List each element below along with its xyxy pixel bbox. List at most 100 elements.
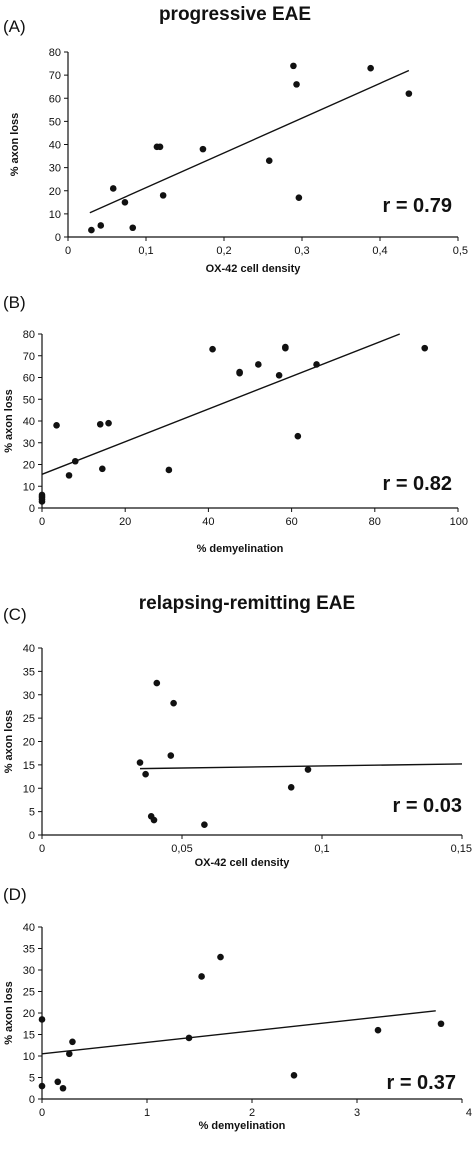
- correlation-label: r = 0.79: [382, 195, 452, 217]
- y-tick-label: 35: [23, 666, 35, 678]
- data-point: [287, 784, 295, 791]
- y-tick-label: 60: [49, 93, 61, 105]
- x-tick-label: 80: [369, 516, 381, 528]
- x-tick-label: 0,2: [216, 245, 231, 257]
- x-tick-label: 100: [450, 516, 468, 528]
- data-point: [153, 679, 161, 687]
- data-point: [96, 420, 104, 428]
- y-axis-label: % axon loss: [3, 981, 15, 1045]
- data-point: [255, 361, 262, 368]
- data-point: [185, 1034, 193, 1042]
- x-tick-label: 0: [39, 843, 45, 855]
- y-tick-label: 80: [23, 329, 35, 341]
- y-tick-label: 70: [23, 351, 35, 363]
- regression-line: [41, 1010, 436, 1055]
- correlation-label: r = 0.03: [392, 795, 462, 817]
- y-tick-label: 5: [29, 807, 35, 819]
- panel-label: (B): [3, 293, 26, 312]
- y-tick-label: 40: [23, 643, 35, 655]
- data-point: [421, 344, 429, 352]
- y-tick-label: 70: [49, 70, 61, 82]
- y-tick-label: 60: [23, 373, 35, 385]
- y-tick-label: 30: [23, 438, 35, 450]
- y-axis-label: % axon loss: [3, 710, 15, 774]
- data-point: [170, 699, 177, 707]
- data-point: [304, 766, 312, 773]
- y-tick-label: 10: [23, 783, 35, 795]
- x-tick-label: 0,15: [451, 843, 472, 855]
- x-tick-label: 0,05: [171, 843, 192, 855]
- x-axis-label: OX-42 cell density: [195, 857, 291, 869]
- x-tick-label: 0,3: [294, 245, 309, 257]
- correlation-label: r = 0.82: [382, 473, 452, 495]
- data-point: [167, 752, 175, 759]
- data-point: [59, 1084, 67, 1092]
- y-axis-label: % axon loss: [9, 113, 21, 177]
- data-point: [165, 466, 173, 474]
- x-tick-label: 0,1: [314, 843, 329, 855]
- x-tick-label: 40: [202, 516, 214, 528]
- x-axis-label: % demyelination: [199, 1120, 286, 1132]
- data-point: [71, 457, 79, 465]
- y-tick-label: 0: [29, 830, 35, 842]
- x-tick-label: 20: [119, 516, 131, 528]
- data-point: [293, 81, 300, 88]
- x-tick-label: 60: [285, 516, 297, 528]
- data-point: [294, 432, 302, 440]
- y-tick-label: 10: [49, 209, 61, 221]
- x-axis-label: OX-42 cell density: [206, 263, 302, 275]
- data-point: [136, 759, 144, 766]
- data-point: [367, 64, 374, 72]
- y-tick-label: 50: [23, 394, 35, 406]
- x-tick-label: 0: [39, 516, 45, 528]
- data-point: [69, 1038, 76, 1046]
- data-point: [282, 344, 289, 352]
- chart-panel-c: (C) 0 5 10 15 20 25 30 35 40 0 0,05 0,1 0,15 OX-42 cel…: [3, 605, 472, 869]
- x-tick-label: 0: [65, 245, 71, 257]
- y-tick-label: 0: [55, 232, 61, 244]
- y-tick-label: 30: [23, 690, 35, 702]
- data-point: [142, 770, 149, 778]
- data-point: [209, 345, 216, 353]
- data-point: [290, 62, 297, 70]
- y-tick-label: 15: [23, 760, 35, 772]
- chart-panel-d: (D) 0 5 10 15 20 25 30 35 40 0 1 2 3 4 % demyelination%…: [3, 885, 472, 1132]
- y-tick-label: 20: [23, 737, 35, 749]
- regression-line: [41, 333, 401, 475]
- data-point: [38, 1082, 46, 1090]
- data-point: [201, 821, 208, 829]
- y-tick-label: 0: [29, 1094, 35, 1106]
- data-point: [66, 1050, 73, 1058]
- data-point: [109, 185, 117, 192]
- x-tick-label: 0,1: [138, 245, 153, 257]
- data-point: [290, 1072, 298, 1079]
- y-tick-label: 10: [23, 1051, 35, 1063]
- x-tick-label: 2: [249, 1107, 255, 1119]
- data-point: [53, 422, 60, 429]
- y-tick-label: 25: [23, 987, 35, 999]
- y-tick-label: 40: [49, 140, 61, 152]
- regression-line: [139, 763, 463, 770]
- y-tick-label: 30: [49, 163, 61, 175]
- data-point: [405, 90, 413, 97]
- chart-panel-a: (A) 0 10 20 30 40 50 60 70 80 0 0,1 0,2 0,3 0,4 0,5 OX-4…: [3, 17, 468, 275]
- x-tick-label: 0: [39, 1107, 45, 1119]
- x-tick-label: 0,4: [372, 245, 387, 257]
- data-point: [313, 361, 320, 368]
- chart-panel-b: (B) 0 10 20 30 40 50 60 70 80 0 20 40 60 80 100 % demyel…: [3, 293, 468, 555]
- data-point: [199, 145, 207, 153]
- data-point: [156, 143, 164, 151]
- x-axis-label: % demyelination: [197, 543, 284, 555]
- y-tick-label: 10: [23, 481, 35, 493]
- data-point: [38, 491, 46, 499]
- y-tick-label: 35: [23, 944, 35, 956]
- y-tick-label: 25: [23, 713, 35, 725]
- data-point: [275, 372, 283, 379]
- data-point: [150, 816, 158, 824]
- x-tick-label: 1: [144, 1107, 150, 1119]
- panel-label: (C): [3, 605, 27, 624]
- data-point: [99, 465, 106, 473]
- y-tick-label: 15: [23, 1030, 35, 1042]
- y-tick-label: 0: [29, 503, 35, 515]
